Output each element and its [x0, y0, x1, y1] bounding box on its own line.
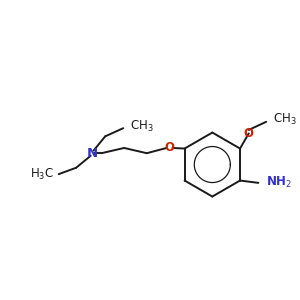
Text: H$_3$C: H$_3$C [30, 167, 54, 182]
Text: O: O [164, 142, 175, 154]
Text: CH$_3$: CH$_3$ [274, 112, 297, 127]
Text: O: O [244, 127, 254, 140]
Text: NH$_2$: NH$_2$ [266, 175, 292, 190]
Text: CH$_3$: CH$_3$ [130, 119, 153, 134]
Text: N: N [87, 147, 98, 160]
